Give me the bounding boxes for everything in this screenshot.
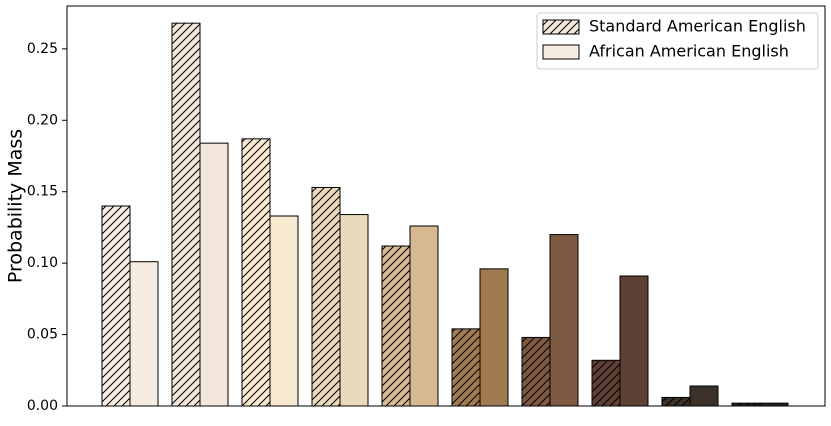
legend-swatch [542,44,580,60]
bar [661,396,691,407]
bar [311,186,341,407]
bar [241,138,271,407]
y-tick-label: 0.25 [27,41,58,57]
y-tick-label: 0.10 [27,255,58,271]
plot-frame [66,5,826,407]
bar [381,245,411,407]
y-tick-label: 0.00 [27,398,58,414]
bar [339,214,369,407]
bar [409,225,439,407]
bar [101,205,131,407]
bar [521,336,551,407]
y-tick-label: 0.15 [27,184,58,200]
bar [591,359,621,407]
y-tick-label: 0.20 [27,112,58,128]
bar [171,22,201,407]
bar [451,328,481,407]
legend-label: Standard American English [589,17,806,36]
bar [479,268,509,407]
bar [199,142,229,407]
bar [549,234,579,407]
y-tick-label: 0.05 [27,327,58,343]
legend-box [536,12,819,70]
y-axis-label: Probability Mass [5,129,27,283]
bar [689,385,719,407]
legend-label: African American English [589,42,789,61]
bar [129,261,159,407]
bar [269,215,299,407]
bar [619,275,649,407]
legend-swatch-hatch [543,20,579,34]
